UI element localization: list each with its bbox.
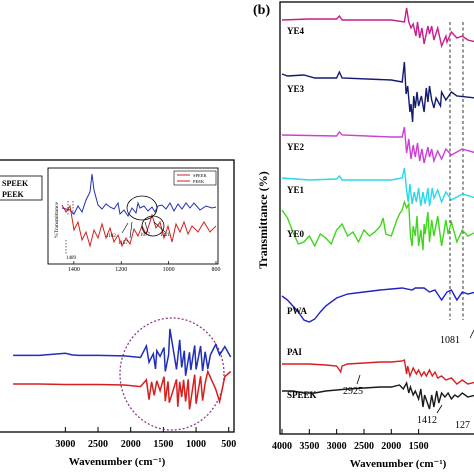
panel-a-frame — [0, 159, 235, 433]
inset-arrow-1021 — [153, 221, 166, 233]
panel-b-x-tick-label: 3500 — [299, 441, 319, 452]
panel-b-x-tick-label: 3000 — [327, 441, 347, 452]
inset-legend-label-peek: PEEK — [193, 179, 205, 184]
panel-b-x-ticks — [281, 429, 420, 434]
inset-legend-label-speek: SPEEK — [193, 173, 208, 178]
panel-a-x-tick-label: 1000 — [186, 439, 206, 450]
series-speek-line — [282, 381, 474, 410]
annotation-1412-arrow — [436, 404, 443, 414]
series-label-speek: SPEEK — [287, 390, 317, 400]
panel-b-x-tick-label: 4000 — [272, 441, 292, 452]
inset-annotation-1489: 1489 — [66, 256, 77, 261]
panel-a-x-tick-labels: 3000 2500 2000 1500 1000 500 — [55, 439, 236, 450]
inset-x-tick-label: 1400 — [68, 267, 80, 273]
inset-x-tick-labels: 1400 1200 1000 800 — [68, 267, 221, 273]
panel-a-legend-label-speek: SPEEK — [2, 179, 29, 188]
panel-b-x-axis-label: Wavenumber (cm⁻¹) — [350, 458, 447, 470]
panel-a-series — [13, 328, 232, 410]
panel-b-frame — [279, 1, 474, 435]
inset-y-axis-label: %Transmittance — [54, 202, 60, 238]
panel-a-x-tick-label: 500 — [221, 439, 236, 450]
series-peek-line — [13, 369, 232, 410]
series-label-ye0: YE0 — [287, 229, 305, 239]
series-label-ye2: YE2 — [287, 142, 305, 152]
panel-a-x-axis-label: Wavenumber (cm⁻¹) — [69, 456, 166, 468]
series-ye4-line — [281, 7, 474, 49]
panel-a-legend-label-peek: PEEK — [2, 190, 25, 199]
annotation-2925-arrow — [356, 374, 361, 385]
annotation-1081: 1081 — [440, 335, 460, 346]
panel-b: (b) Transmittance (%) Wavenumber (cm⁻¹) … — [253, 1, 474, 470]
inset-chart: %Transmittance 1400 1200 1000 800 SPEEK PEE… — [47, 167, 221, 273]
inset-speek-curve — [61, 173, 217, 217]
inset-x-ticks — [73, 261, 217, 264]
panel-b-x-tick-label: 1500 — [409, 441, 429, 452]
panel-a-legend: SPEEK PEEK — [0, 175, 43, 201]
panel-a: 3000 2500 2000 1500 1000 500 Wavenumber (cm⁻¹… — [0, 159, 236, 468]
series-pwa-line — [281, 287, 474, 323]
panel-b-series — [281, 7, 474, 410]
inset-annotation-1182: 1182 — [106, 234, 116, 239]
annotation-2925: 2925 — [343, 386, 363, 397]
series-label-ye1: YE1 — [287, 185, 305, 195]
annotation-1081-arrow — [469, 329, 474, 339]
panel-a-x-tick-label: 3000 — [55, 439, 75, 450]
panel-a-x-tick-label: 1500 — [153, 439, 173, 450]
panel-b-x-tick-label: 2500 — [354, 441, 374, 452]
inset-arrow-1077 — [144, 221, 149, 233]
series-ye1-line — [281, 167, 474, 207]
inset-arrow-1182 — [121, 222, 129, 234]
panel-b-series-labels: YE4 YE3 YE2 YE1 YE0 PWA PAI SPEEK — [287, 26, 317, 400]
annotation-1412: 1412 — [417, 415, 437, 426]
panel-b-y-axis-label: Transmittance (%) — [256, 171, 270, 268]
series-pai-line — [282, 358, 474, 385]
annotation-127: 127 — [455, 420, 470, 431]
inset-legend: SPEEK PEEK — [173, 170, 217, 186]
inset-annotation-1021: 1021 — [160, 233, 171, 238]
inset-x-tick-label: 1000 — [163, 267, 175, 273]
panel-b-dashed-lines — [449, 22, 464, 320]
inset-circle-lower — [141, 215, 165, 237]
inset-peek-curve — [61, 204, 217, 248]
inset-circle-upper — [126, 195, 158, 221]
series-label-ye4: YE4 — [287, 26, 305, 36]
panel-a-x-tick-label: 2500 — [88, 439, 108, 450]
panel-a-x-tick-label: 2000 — [121, 439, 141, 450]
panel-b-annotations: 2925 1081 1412 127 — [343, 329, 474, 431]
panel-a-x-ticks — [64, 427, 230, 432]
series-ye0-line — [281, 199, 474, 251]
inset-x-tick-label: 1200 — [115, 267, 127, 273]
series-label-pwa: PWA — [287, 306, 308, 316]
series-ye2-line — [281, 126, 474, 164]
inset-arrow-1157 — [129, 221, 133, 239]
highlight-ellipse — [119, 317, 225, 431]
series-ye3-line — [281, 61, 474, 123]
inset-annotation-1157: 1157 — [118, 241, 128, 246]
series-speek-line — [13, 328, 232, 376]
panel-b-x-tick-label: 2000 — [381, 441, 401, 452]
series-label-ye3: YE3 — [287, 84, 305, 94]
panel-b-label: (b) — [253, 3, 270, 18]
inset-annotation-1077: 1077 — [140, 233, 151, 238]
series-label-pai: PAI — [287, 347, 302, 357]
inset-x-tick-label: 800 — [212, 267, 221, 273]
panel-b-x-tick-labels: 4000 3500 3000 2500 2000 1500 — [272, 441, 429, 452]
